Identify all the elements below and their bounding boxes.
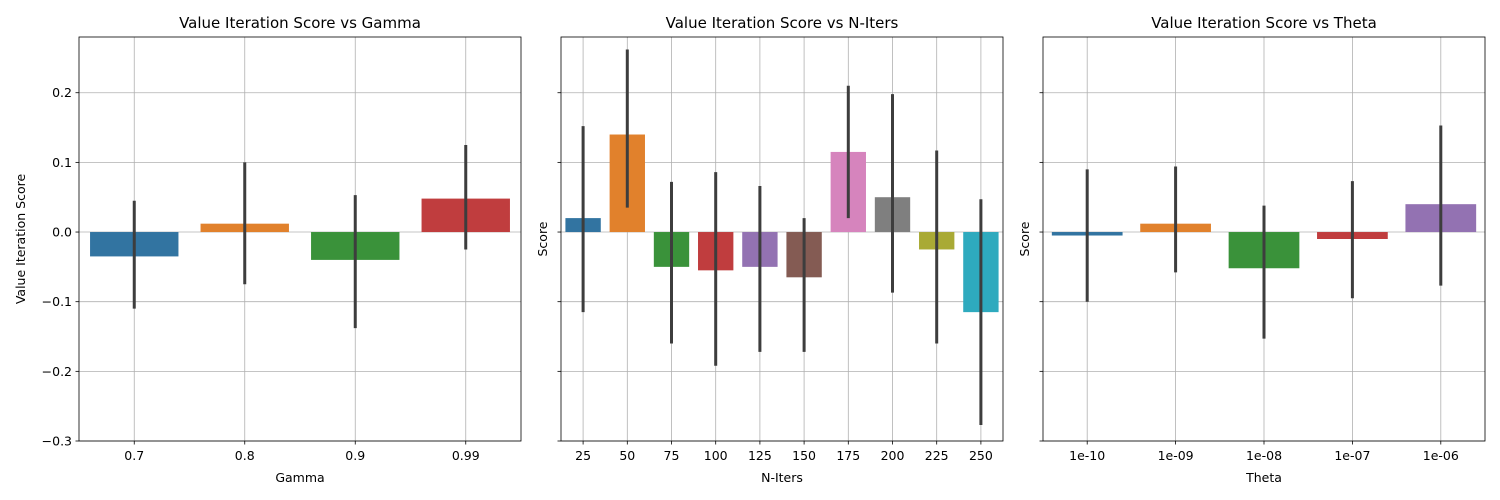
chart-title: Value Iteration Score vs N-Iters [666, 14, 899, 32]
y-axis-label: Score [1017, 221, 1032, 256]
y-axis-label: Value Iteration Score [13, 174, 28, 305]
x-tick-label: 75 [664, 448, 680, 463]
x-tick-label: 150 [792, 448, 816, 463]
x-tick-label: 1e-09 [1158, 448, 1194, 463]
chart-title: Value Iteration Score vs Gamma [179, 14, 421, 32]
y-tick-label: −0.3 [42, 434, 72, 449]
x-tick-label: 0.9 [345, 448, 365, 463]
y-tick-label: 0.1 [52, 155, 72, 170]
x-tick-label: 0.8 [235, 448, 255, 463]
x-tick-label: 225 [925, 448, 949, 463]
x-tick-label: 1e-07 [1334, 448, 1370, 463]
axes-frame [560, 36, 1004, 442]
x-tick-label: 200 [881, 448, 905, 463]
axes-frame [78, 36, 522, 442]
x-axis-label: N-Iters [761, 470, 803, 485]
x-tick-label: 1e-10 [1069, 448, 1105, 463]
chart-panel-2: 25 50 75 100 125 150 175 200 225 250 Value Iterati… [535, 14, 1004, 485]
x-tick-label: 250 [969, 448, 993, 463]
x-tick-label: 1e-06 [1423, 448, 1459, 463]
y-tick-label: 0.0 [52, 225, 72, 240]
y-tick-label: −0.1 [42, 294, 72, 309]
chart-panel-3: 1e-10 1e-09 1e-08 1e-07 1e-06 Value Iteration… [1017, 14, 1486, 485]
x-tick-label: 100 [704, 448, 728, 463]
x-tick-label: 50 [619, 448, 635, 463]
y-axis-label: Score [535, 221, 550, 256]
x-tick-label: 0.99 [452, 448, 480, 463]
chart-panel-1: −0.3 −0.2 −0.1 0.0 0.1 0.2 0.7 0.8 0.9 0.99 Value … [13, 14, 522, 485]
chart-title: Value Iteration Score vs Theta [1151, 14, 1377, 32]
x-axis-label: Gamma [275, 470, 324, 485]
y-tick-label: 0.2 [52, 85, 72, 100]
y-tick-label: −0.2 [42, 364, 72, 379]
x-axis-label: Theta [1245, 470, 1282, 485]
x-tick-label: 1e-08 [1246, 448, 1282, 463]
x-tick-label: 25 [575, 448, 591, 463]
x-tick-label: 0.7 [124, 448, 144, 463]
x-tick-label: 125 [748, 448, 772, 463]
x-tick-label: 175 [836, 448, 860, 463]
